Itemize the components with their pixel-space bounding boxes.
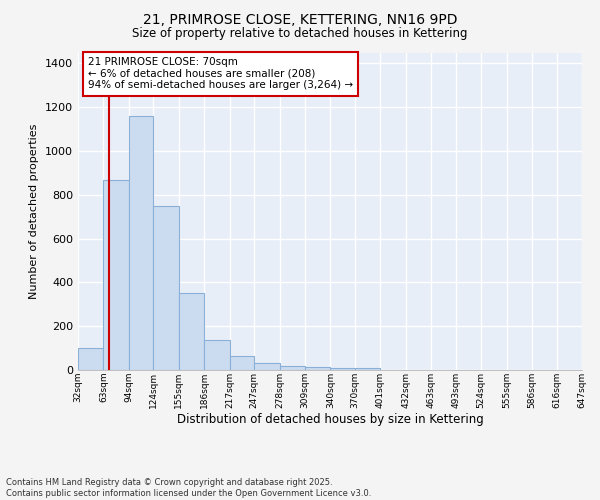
Bar	[204, 340, 230, 370]
Bar	[78, 348, 103, 370]
Bar	[280, 366, 305, 370]
Bar	[355, 368, 380, 370]
Bar	[254, 364, 280, 370]
Text: Size of property relative to detached houses in Kettering: Size of property relative to detached ho…	[132, 28, 468, 40]
Y-axis label: Number of detached properties: Number of detached properties	[29, 124, 40, 299]
Bar	[305, 366, 331, 370]
Text: 21, PRIMROSE CLOSE, KETTERING, NN16 9PD: 21, PRIMROSE CLOSE, KETTERING, NN16 9PD	[143, 12, 457, 26]
Bar	[179, 294, 204, 370]
Bar	[129, 116, 154, 370]
Text: Contains HM Land Registry data © Crown copyright and database right 2025.
Contai: Contains HM Land Registry data © Crown c…	[6, 478, 371, 498]
Bar	[331, 368, 355, 370]
Bar	[230, 356, 254, 370]
Bar	[154, 206, 179, 370]
Bar	[103, 180, 129, 370]
Text: 21 PRIMROSE CLOSE: 70sqm
← 6% of detached houses are smaller (208)
94% of semi-d: 21 PRIMROSE CLOSE: 70sqm ← 6% of detache…	[88, 58, 353, 90]
X-axis label: Distribution of detached houses by size in Kettering: Distribution of detached houses by size …	[176, 414, 484, 426]
